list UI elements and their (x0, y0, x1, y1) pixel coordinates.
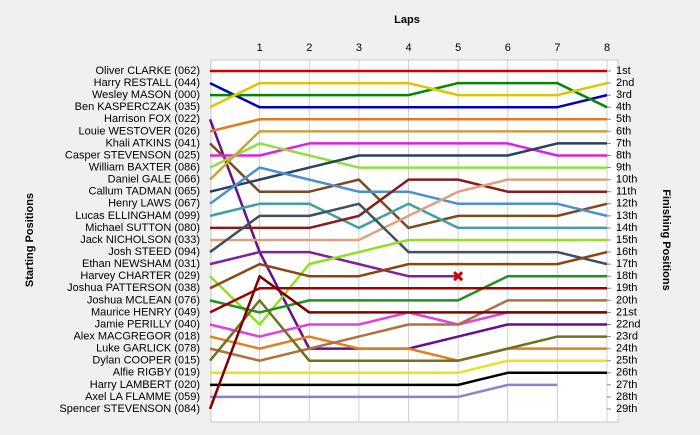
start-label: Wesley MASON (000) (92, 89, 200, 101)
start-label: Daniel GALE (066) (108, 174, 200, 186)
x-tick-label: 8 (604, 42, 610, 54)
y2-tick-label: 21st (616, 306, 637, 318)
x-tick-label: 7 (554, 42, 560, 54)
start-label: Alfie RIGBY (019) (113, 367, 200, 379)
y2-tick-label: 1st (616, 65, 631, 77)
y2-tick-label: 19th (616, 282, 637, 294)
x-tick-label: 4 (405, 42, 411, 54)
y2-tick-label: 8th (616, 149, 631, 161)
start-label: Joshua PATTERSON (038) (67, 282, 200, 294)
start-label: Alex MACGREGOR (018) (73, 330, 200, 342)
driver-line (209, 202, 607, 230)
y2-tick-label: 24th (616, 343, 637, 355)
start-label: Harrison FOX (022) (104, 113, 200, 125)
y2-tick-label: 11th (616, 186, 637, 198)
driver-line (209, 335, 607, 362)
start-label: Henry LAWS (067) (108, 198, 200, 210)
driver-line (209, 238, 607, 326)
y2-tick-label: 7th (616, 137, 631, 149)
start-label: Ethan NEWSHAM (031) (82, 258, 200, 270)
driver-line (210, 81, 608, 109)
start-label: Harvey CHARTER (029) (80, 270, 200, 282)
start-label: Joshua MCLEAN (076) (87, 294, 200, 306)
y2-tick-label: 22nd (616, 318, 640, 330)
driver-line (209, 274, 607, 314)
retire-marker (453, 271, 464, 282)
y2-tick-label: 29th (616, 403, 637, 415)
x-tick-label: 5 (455, 42, 461, 54)
start-label: Josh STEED (094) (108, 246, 200, 258)
driver-line (209, 130, 607, 181)
driver-line (209, 142, 607, 169)
y2-tick-label: 23rd (616, 330, 638, 342)
driver-line (209, 299, 607, 362)
start-label: Callum TADMAN (065) (89, 186, 200, 198)
start-label: Jamie PERILLY (040) (95, 318, 200, 330)
driver-line (210, 383, 558, 399)
x-tick-label: 2 (306, 42, 312, 54)
driver-line (209, 118, 607, 133)
x-tick-label: 6 (505, 42, 511, 54)
start-label: Harry RESTALL (044) (94, 77, 200, 89)
driver-line (209, 250, 608, 290)
driver-line (210, 178, 607, 242)
driver-line (209, 81, 608, 109)
y2-tick-label: 18th (616, 270, 637, 282)
y2-tick-label: 26th (616, 367, 637, 379)
y2-tick-label: 25th (616, 355, 637, 367)
start-label: Casper STEVENSON (025) (65, 149, 200, 161)
y-axis-title: Starting Positions (24, 193, 36, 287)
x-tick-label: 1 (257, 42, 263, 54)
start-label: Axel LA FLAMME (059) (85, 391, 200, 403)
y2-tick-label: 27th (616, 379, 637, 391)
driver-line (208, 274, 607, 410)
driver-line (209, 81, 608, 109)
driver-line (210, 142, 607, 157)
y2-tick-label: 28th (616, 391, 637, 403)
y2-tick-label: 4th (616, 101, 631, 113)
driver-line (210, 371, 607, 387)
start-label: Khali ATKINS (041) (105, 137, 200, 149)
start-label: Luke GARLICK (078) (96, 343, 200, 355)
y2-tick-label: 17th (616, 258, 637, 270)
y2-tick-label: 6th (616, 125, 631, 137)
driver-line (210, 178, 607, 230)
y2-tick-label: 3rd (616, 89, 632, 101)
start-label: Dylan COOPER (015) (92, 355, 200, 367)
driver-line (209, 202, 608, 266)
y2-tick-label: 14th (616, 222, 637, 234)
start-label: Jack NICHOLSON (033) (80, 234, 200, 246)
y2-tick-label: 10th (616, 174, 637, 186)
driver-line (209, 166, 608, 218)
start-label: Ben KASPERCZAK (035) (75, 101, 200, 113)
y2-tick-label: 2nd (616, 77, 634, 89)
y2-tick-label: 5th (616, 113, 631, 125)
chart-title: Laps (394, 14, 420, 26)
y2-tick-label: 20th (616, 294, 637, 306)
driver-line (209, 142, 608, 230)
y2-tick-label: 13th (616, 210, 637, 222)
start-label: Spencer STEVENSON (084) (59, 403, 200, 415)
driver-line (209, 142, 607, 193)
y2-tick-label: 12th (616, 198, 637, 210)
start-label: Maurice HENRY (049) (91, 306, 200, 318)
y2-tick-label: 9th (616, 161, 631, 173)
start-label: Lucas ELLINGHAM (099) (75, 210, 200, 222)
driver-line (209, 299, 607, 362)
start-label: Michael SUTTON (080) (85, 222, 200, 234)
driver-line (210, 359, 607, 375)
y2-tick-label: 16th (616, 246, 637, 258)
y2-axis-title: Finishing Positions (660, 189, 672, 290)
start-label: Oliver CLARKE (062) (95, 65, 200, 77)
x-tick-label: 3 (356, 42, 362, 54)
start-label: Louie WESTOVER (026) (79, 125, 200, 137)
start-label: William BAXTER (086) (89, 161, 200, 173)
start-label: Harry LAMBERT (020) (90, 379, 200, 391)
y2-tick-label: 15th (616, 234, 637, 246)
